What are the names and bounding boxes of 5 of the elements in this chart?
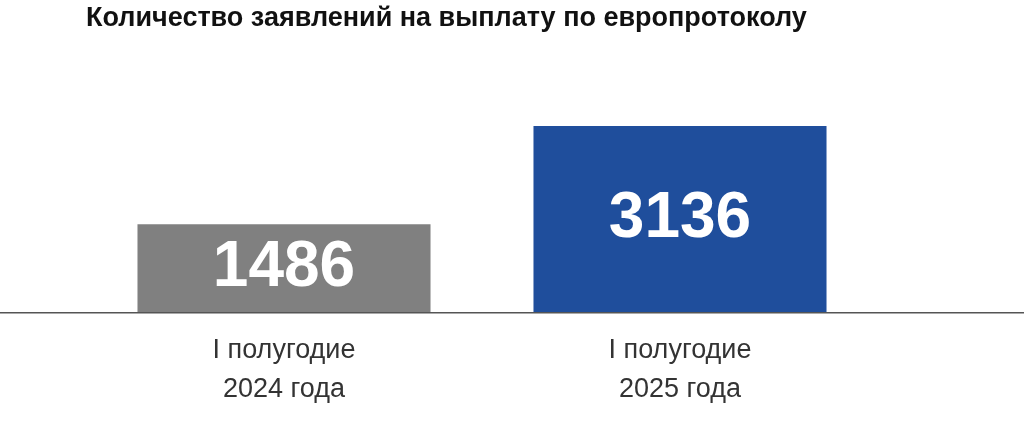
chart-title: Количество заявлений на выплату по европротоколу <box>86 1 807 32</box>
x-tick-label: I полугодие 2025 года <box>608 333 752 403</box>
data-label: 3136 <box>608 179 752 252</box>
x-tick-label: I полугодие 2024 года <box>212 333 356 403</box>
data-label: 1486 <box>212 228 356 301</box>
